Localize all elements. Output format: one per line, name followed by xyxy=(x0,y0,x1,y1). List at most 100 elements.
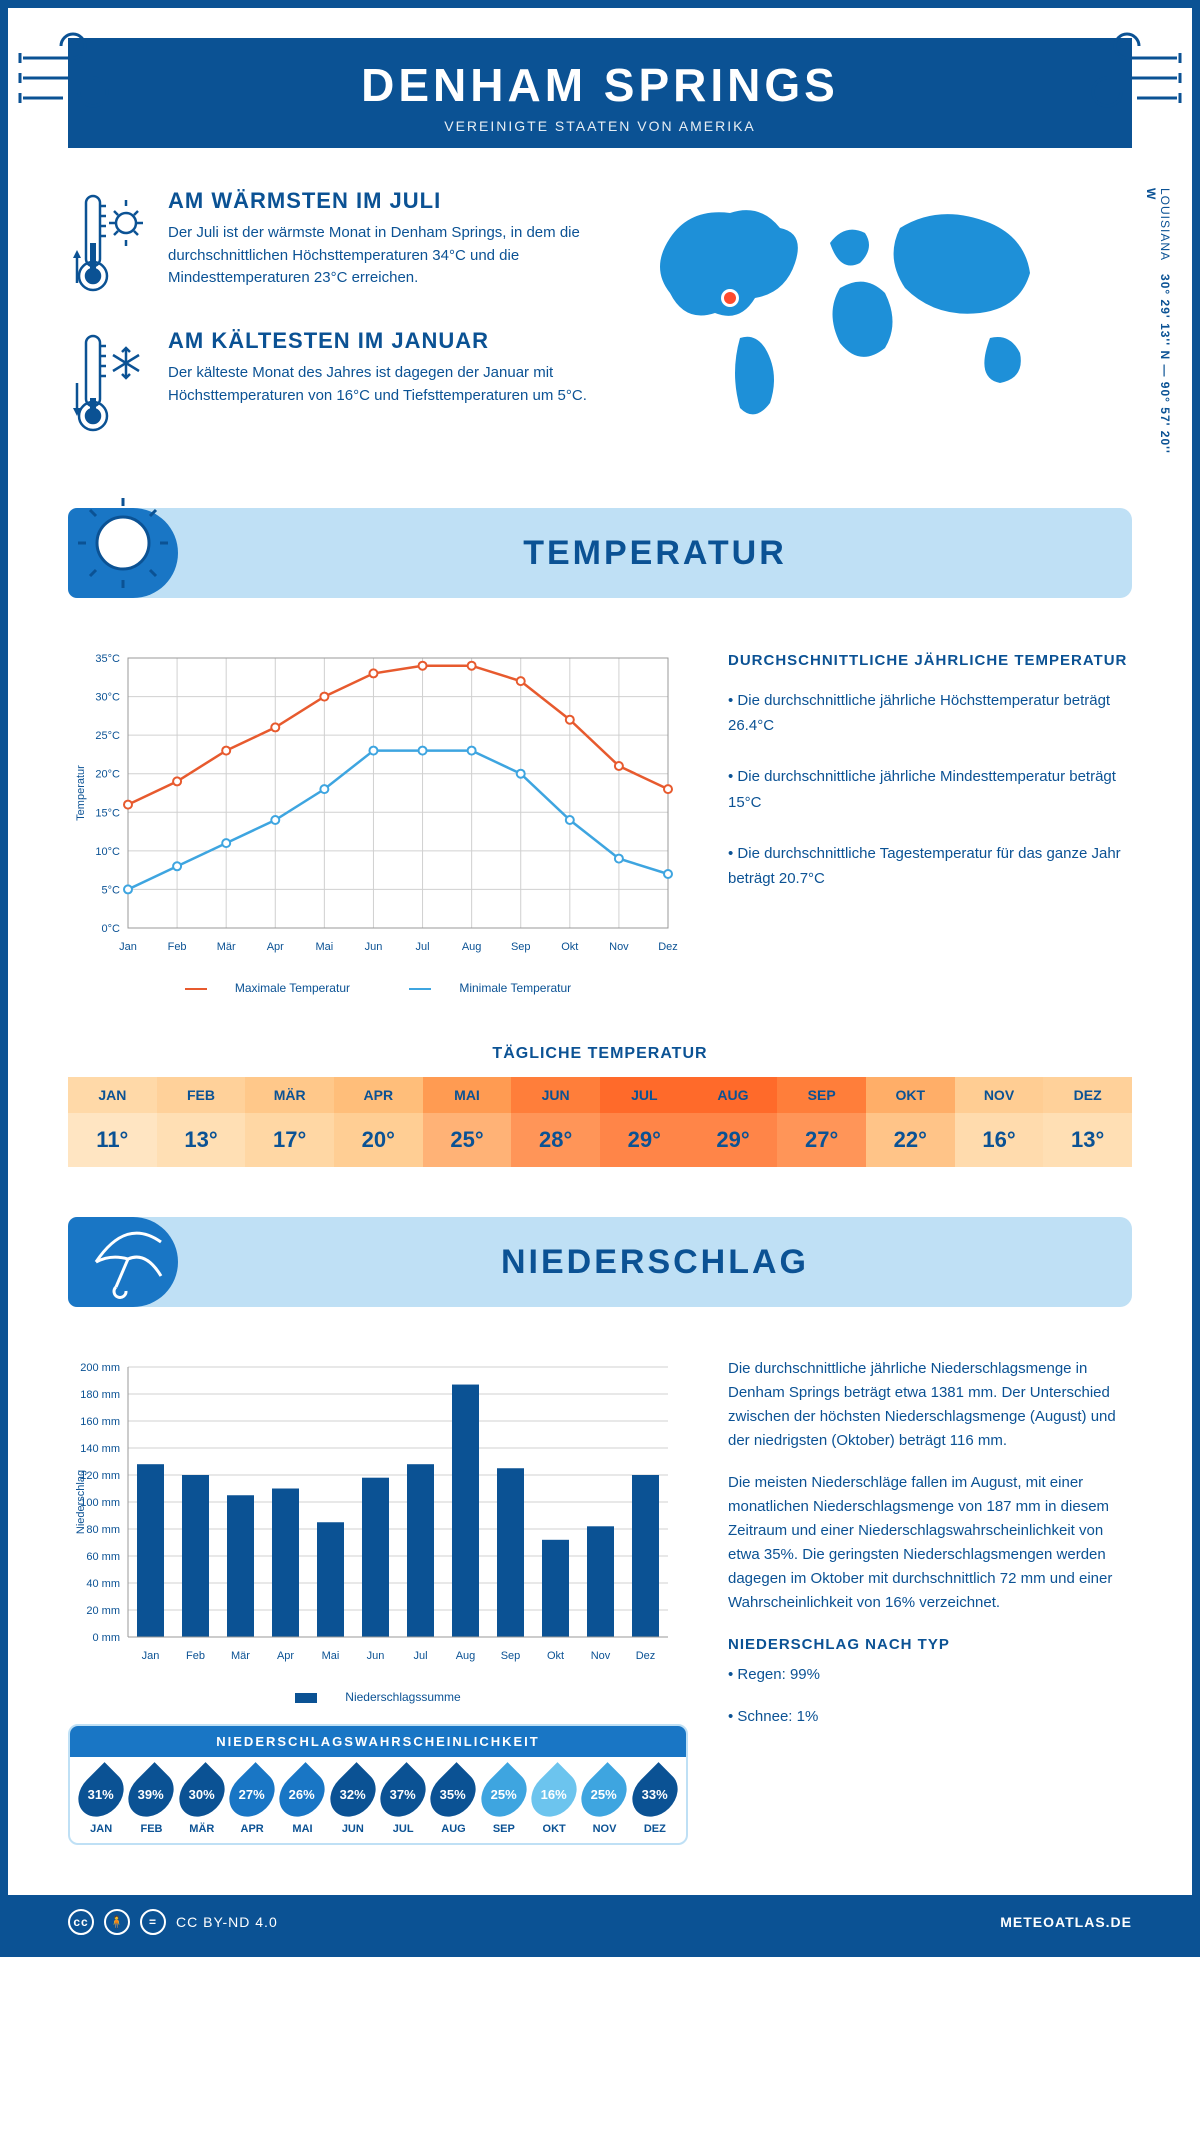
svg-text:Okt: Okt xyxy=(561,941,578,953)
temp-bullet: • Die durchschnittliche jährliche Mindes… xyxy=(728,764,1132,815)
world-map-icon xyxy=(640,188,1080,428)
svg-text:10°C: 10°C xyxy=(95,846,120,858)
thermometer-cold-icon xyxy=(68,328,148,438)
probability-drop: 33%DEZ xyxy=(632,1769,678,1835)
svg-text:Jul: Jul xyxy=(416,941,430,953)
svg-text:Jan: Jan xyxy=(142,1650,160,1662)
daily-cell: APR20° xyxy=(334,1077,423,1167)
svg-text:Sep: Sep xyxy=(501,1650,521,1662)
precip-type-title: NIEDERSCHLAG NACH TYP xyxy=(728,1633,1132,1657)
svg-text:30°C: 30°C xyxy=(95,692,120,704)
svg-text:80 mm: 80 mm xyxy=(86,1524,120,1536)
daily-cell: DEZ13° xyxy=(1043,1077,1132,1167)
svg-text:Jun: Jun xyxy=(367,1650,385,1662)
probability-title: NIEDERSCHLAGSWAHRSCHEINLICHKEIT xyxy=(70,1726,686,1757)
svg-text:140 mm: 140 mm xyxy=(80,1443,120,1455)
thermometer-hot-icon xyxy=(68,188,148,298)
svg-text:40 mm: 40 mm xyxy=(86,1578,120,1590)
daily-temp-table: JAN11°FEB13°MÄR17°APR20°MAI25°JUN28°JUL2… xyxy=(68,1077,1132,1167)
svg-text:60 mm: 60 mm xyxy=(86,1551,120,1563)
svg-text:Apr: Apr xyxy=(277,1650,294,1662)
svg-text:Mär: Mär xyxy=(231,1650,250,1662)
probability-drop: 25%NOV xyxy=(581,1769,627,1835)
probability-drop: 35%AUG xyxy=(430,1769,476,1835)
intro-section: AM WÄRMSTEN IM JULI Der Juli ist der wär… xyxy=(8,148,1192,488)
coldest-fact: AM KÄLTESTEN IM JANUAR Der kälteste Mona… xyxy=(68,328,610,438)
precip-type: • Regen: 99% xyxy=(728,1663,1132,1687)
svg-text:Jun: Jun xyxy=(365,941,383,953)
temp-section-header: TEMPERATUR xyxy=(68,508,1132,598)
svg-text:20°C: 20°C xyxy=(95,769,120,781)
license-text: CC BY-ND 4.0 xyxy=(176,1914,278,1930)
probability-drop: 25%SEP xyxy=(481,1769,527,1835)
nd-icon: = xyxy=(140,1909,166,1935)
daily-cell: JAN11° xyxy=(68,1077,157,1167)
precip-legend: Niederschlagssumme xyxy=(68,1690,688,1704)
svg-text:35°C: 35°C xyxy=(95,653,120,665)
cc-icon: cc xyxy=(68,1909,94,1935)
probability-drop: 27%APR xyxy=(229,1769,275,1835)
svg-text:160 mm: 160 mm xyxy=(80,1416,120,1428)
precipitation-bar-chart: 0 mm20 mm40 mm60 mm80 mm100 mm120 mm140 … xyxy=(68,1357,688,1677)
by-icon: 🧍 xyxy=(104,1909,130,1935)
svg-text:Nov: Nov xyxy=(591,1650,611,1662)
probability-drop: 16%OKT xyxy=(531,1769,577,1835)
warmest-title: AM WÄRMSTEN IM JULI xyxy=(168,188,610,214)
svg-text:Dez: Dez xyxy=(658,941,678,953)
precip-type: • Schnee: 1% xyxy=(728,1705,1132,1729)
svg-text:Jan: Jan xyxy=(119,941,137,953)
page-title: DENHAM SPRINGS xyxy=(68,58,1132,112)
header: DENHAM SPRINGS VEREINIGTE STAATEN VON AM… xyxy=(68,38,1132,148)
temp-legend: Maximale Temperatur Minimale Temperatur xyxy=(68,981,688,995)
daily-cell: JUN28° xyxy=(511,1077,600,1167)
svg-text:20 mm: 20 mm xyxy=(86,1605,120,1617)
daily-cell: MÄR17° xyxy=(245,1077,334,1167)
daily-cell: FEB13° xyxy=(157,1077,246,1167)
svg-text:Feb: Feb xyxy=(186,1650,205,1662)
coldest-title: AM KÄLTESTEN IM JANUAR xyxy=(168,328,610,354)
temp-bullet: • Die durchschnittliche jährliche Höchst… xyxy=(728,688,1132,739)
svg-text:Mär: Mär xyxy=(217,941,236,953)
daily-cell: SEP27° xyxy=(777,1077,866,1167)
svg-text:25°C: 25°C xyxy=(95,730,120,742)
svg-text:Dez: Dez xyxy=(636,1650,656,1662)
sun-icon xyxy=(68,498,178,588)
coldest-text: Der kälteste Monat des Jahres ist dagege… xyxy=(168,362,610,407)
temp-summary-title: DURCHSCHNITTLICHE JÄHRLICHE TEMPERATUR xyxy=(728,648,1132,674)
daily-cell: NOV16° xyxy=(955,1077,1044,1167)
svg-text:Aug: Aug xyxy=(456,1650,476,1662)
svg-text:0°C: 0°C xyxy=(102,923,121,935)
svg-text:180 mm: 180 mm xyxy=(80,1389,120,1401)
svg-text:200 mm: 200 mm xyxy=(80,1362,120,1374)
probability-box: NIEDERSCHLAGSWAHRSCHEINLICHKEIT 31%JAN39… xyxy=(68,1724,688,1845)
svg-text:Nov: Nov xyxy=(609,941,629,953)
precip-para: Die meisten Niederschläge fallen im Augu… xyxy=(728,1471,1132,1615)
page-subtitle: VEREINIGTE STAATEN VON AMERIKA xyxy=(68,118,1132,134)
precip-para: Die durchschnittliche jährliche Niedersc… xyxy=(728,1357,1132,1453)
svg-text:Mai: Mai xyxy=(322,1650,340,1662)
footer: cc 🧍 = CC BY-ND 4.0 METEOATLAS.DE xyxy=(8,1895,1192,1949)
svg-text:Temperatur: Temperatur xyxy=(75,765,87,821)
svg-text:Mai: Mai xyxy=(315,941,333,953)
svg-text:Niederschlag: Niederschlag xyxy=(75,1470,87,1534)
daily-cell: AUG29° xyxy=(689,1077,778,1167)
daily-cell: OKT22° xyxy=(866,1077,955,1167)
svg-text:15°C: 15°C xyxy=(95,807,120,819)
daily-temp-title: TÄGLICHE TEMPERATUR xyxy=(8,1045,1192,1063)
temp-bullet: • Die durchschnittliche Tagestemperatur … xyxy=(728,841,1132,892)
temp-heading: TEMPERATUR xyxy=(178,534,1132,573)
wind-icon xyxy=(1062,28,1182,118)
daily-cell: JUL29° xyxy=(600,1077,689,1167)
daily-cell: MAI25° xyxy=(423,1077,512,1167)
svg-text:Sep: Sep xyxy=(511,941,531,953)
coordinates: LOUISIANA 30° 29' 13'' N — 90° 57' 20'' … xyxy=(1144,188,1172,468)
umbrella-icon xyxy=(76,1212,186,1302)
svg-text:Feb: Feb xyxy=(168,941,187,953)
warmest-fact: AM WÄRMSTEN IM JULI Der Juli ist der wär… xyxy=(68,188,610,298)
svg-text:0 mm: 0 mm xyxy=(93,1632,121,1644)
probability-drop: 30%MÄR xyxy=(179,1769,225,1835)
site-name: METEOATLAS.DE xyxy=(1000,1914,1132,1930)
probability-drop: 37%JUL xyxy=(380,1769,426,1835)
svg-text:Jul: Jul xyxy=(413,1650,427,1662)
probability-drop: 32%JUN xyxy=(330,1769,376,1835)
